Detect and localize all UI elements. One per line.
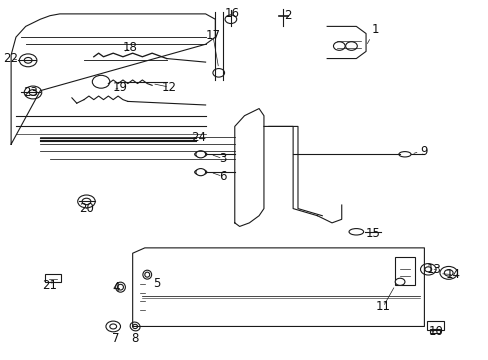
Text: 7: 7 (112, 333, 119, 346)
Text: 2: 2 (284, 9, 291, 22)
Ellipse shape (132, 324, 137, 329)
Circle shape (394, 278, 404, 285)
Text: 14: 14 (445, 268, 460, 281)
Circle shape (78, 195, 95, 208)
Circle shape (196, 151, 205, 158)
Text: 21: 21 (42, 279, 58, 292)
Circle shape (20, 54, 37, 67)
Circle shape (439, 266, 457, 279)
Ellipse shape (117, 284, 123, 290)
Ellipse shape (194, 170, 206, 175)
Ellipse shape (142, 270, 151, 279)
Text: 4: 4 (112, 281, 119, 294)
Polygon shape (326, 26, 366, 59)
Circle shape (224, 15, 236, 23)
Text: 12: 12 (162, 81, 176, 94)
Circle shape (424, 267, 431, 272)
Circle shape (106, 321, 120, 332)
Bar (394, 257, 414, 285)
Text: 17: 17 (205, 29, 220, 42)
Circle shape (196, 168, 205, 176)
Text: 10: 10 (428, 325, 443, 338)
Text: 5: 5 (153, 277, 161, 290)
Circle shape (92, 75, 110, 88)
Text: 6: 6 (219, 170, 226, 183)
Bar (45, 274, 61, 282)
Ellipse shape (144, 272, 149, 277)
Circle shape (24, 58, 32, 63)
Bar (426, 321, 443, 330)
Text: 24: 24 (190, 131, 205, 144)
Text: 20: 20 (79, 202, 94, 215)
Circle shape (24, 86, 41, 99)
Bar (429, 329, 439, 333)
Text: 16: 16 (224, 8, 239, 21)
Text: 9: 9 (420, 145, 427, 158)
Text: 13: 13 (426, 263, 441, 276)
Ellipse shape (194, 152, 206, 157)
Circle shape (29, 90, 37, 95)
Ellipse shape (348, 229, 363, 235)
Circle shape (345, 42, 357, 50)
Text: 8: 8 (131, 333, 139, 346)
Circle shape (212, 68, 224, 77)
Circle shape (420, 264, 435, 275)
Text: 22: 22 (3, 52, 19, 65)
Circle shape (82, 198, 91, 204)
Circle shape (444, 270, 452, 276)
Circle shape (110, 324, 116, 329)
Ellipse shape (116, 282, 125, 292)
Text: 23: 23 (23, 86, 38, 99)
Ellipse shape (398, 152, 410, 157)
Ellipse shape (130, 322, 140, 331)
Text: 11: 11 (375, 300, 390, 313)
Text: 15: 15 (365, 227, 380, 240)
Text: 18: 18 (122, 41, 138, 54)
Text: 3: 3 (219, 152, 226, 165)
Circle shape (333, 42, 345, 50)
Text: 19: 19 (113, 81, 128, 94)
Text: 1: 1 (371, 23, 379, 36)
